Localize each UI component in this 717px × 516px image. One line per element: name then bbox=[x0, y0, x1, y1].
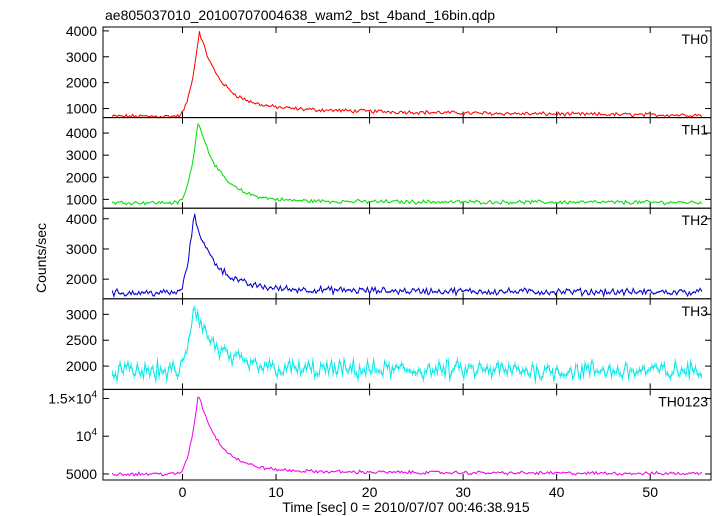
x-axis-label: Time [sec] 0 = 2010/07/07 00:46:38.915 bbox=[282, 499, 530, 515]
y-tick-label: 3000 bbox=[66, 49, 97, 65]
panel-label-th3: TH3 bbox=[682, 303, 709, 319]
error-bars-th0 bbox=[112, 31, 702, 119]
y-tick-label: 4000 bbox=[66, 211, 97, 227]
panel-frame-th0 bbox=[102, 26, 712, 119]
y-tick-label: 2000 bbox=[66, 271, 97, 287]
x-tick-label: 30 bbox=[455, 484, 471, 500]
y-tick-label: 1000 bbox=[66, 101, 97, 117]
y-tick-label: 2000 bbox=[66, 358, 97, 374]
x-tick-label: 50 bbox=[642, 484, 658, 500]
series-line-th2 bbox=[111, 214, 703, 298]
y-tick-label: 3000 bbox=[66, 306, 97, 322]
error-bars-th2 bbox=[112, 213, 702, 298]
x-tick-label: 0 bbox=[179, 484, 187, 500]
error-bars-th1 bbox=[112, 123, 702, 206]
series-line-th3 bbox=[111, 306, 702, 382]
panel-frame-th0123 bbox=[102, 388, 712, 481]
y-axis-label: Counts/sec bbox=[33, 223, 49, 293]
series-line-th0123 bbox=[112, 396, 702, 477]
panel-label-th1: TH1 bbox=[682, 122, 709, 138]
y-tick-label: 104 bbox=[76, 427, 98, 444]
y-tick-label: 2000 bbox=[66, 75, 97, 91]
x-tick-label: 20 bbox=[362, 484, 378, 500]
error-bars-th0123 bbox=[112, 396, 702, 477]
panel-frame-th2 bbox=[102, 207, 712, 300]
x-tick-label: 40 bbox=[549, 484, 565, 500]
series-line-th0 bbox=[112, 31, 702, 119]
y-tick-label: 4000 bbox=[66, 125, 97, 141]
y-tick-label: 2500 bbox=[66, 332, 97, 348]
panel-frame-th1 bbox=[102, 117, 712, 209]
panels-group: 1000 2000 3000 4000 TH0 1000 2000 3000 4000 TH1 20… bbox=[48, 23, 712, 500]
series-line-th1 bbox=[112, 122, 702, 206]
panel-label-th2: TH2 bbox=[682, 212, 709, 228]
y-tick-label: 3000 bbox=[66, 147, 97, 163]
y-tick-label: 2000 bbox=[66, 169, 97, 185]
panel-label-th0123: TH0123 bbox=[658, 393, 708, 409]
y-tick-label: 5000 bbox=[66, 466, 97, 482]
y-tick-label: 1000 bbox=[66, 191, 97, 207]
y-tick-label: 1.5×104 bbox=[48, 389, 97, 406]
panel-frame-th3 bbox=[102, 298, 712, 390]
y-tick-label: 4000 bbox=[66, 23, 97, 39]
y-tick-label: 3000 bbox=[66, 241, 97, 257]
panel-label-th0: TH0 bbox=[682, 31, 709, 47]
x-tick-label: 10 bbox=[268, 484, 284, 500]
chart-title: ae805037010_20100707004638_wam2_bst_4ban… bbox=[105, 7, 495, 23]
error-bars-th3 bbox=[112, 305, 702, 385]
